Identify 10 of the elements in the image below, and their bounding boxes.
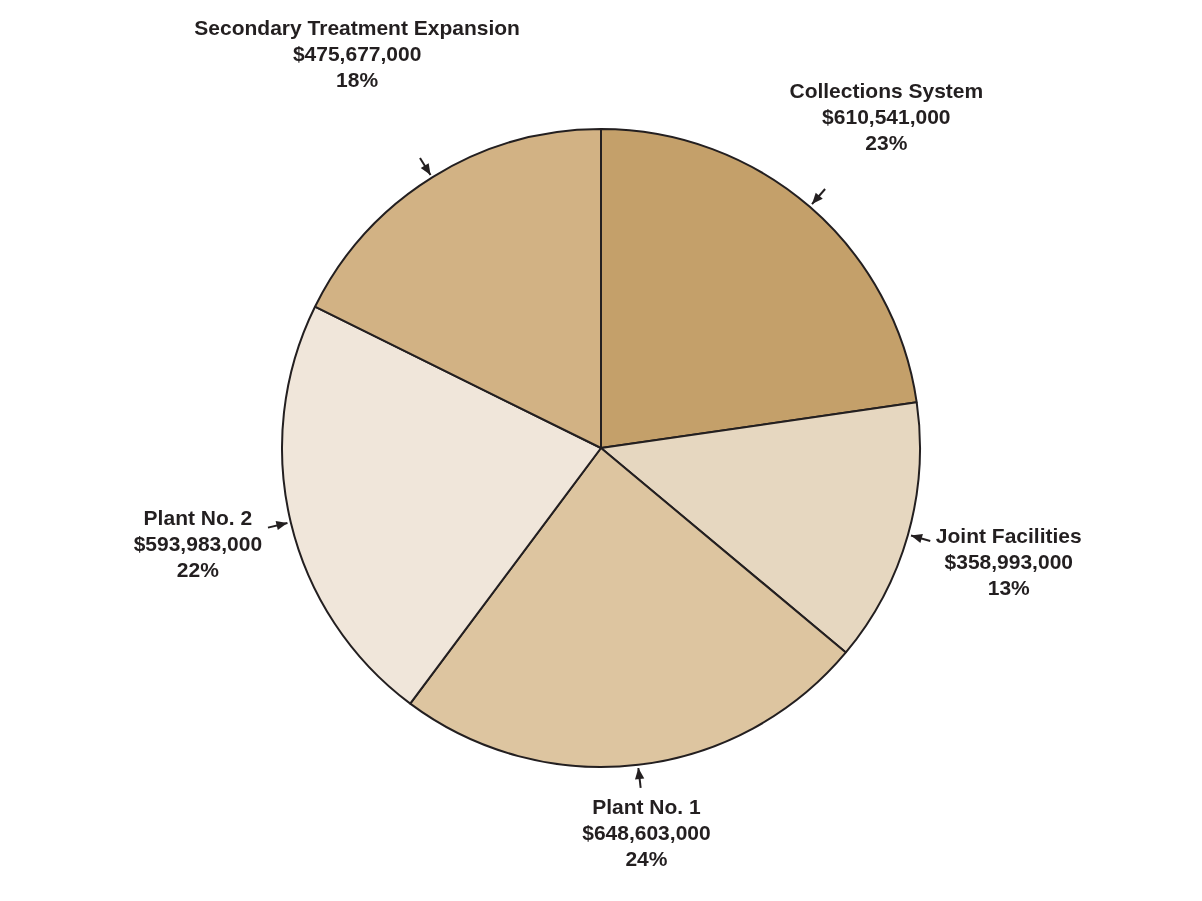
data-label: $593,983,000 22% <box>133 531 263 581</box>
data-label: $358,993,000 13% <box>944 550 1073 600</box>
slice-label: Collections System <box>789 79 984 103</box>
data-label: $648,603,000 24% <box>582 821 711 871</box>
data-label: $610,541,000 23% <box>822 105 951 155</box>
data-label: $475,677,000 18% <box>292 42 422 92</box>
slice-label: Plant No. 1 <box>592 795 702 819</box>
slice-label: Joint Facilities <box>935 524 1082 548</box>
slice-label: Secondary Treatment Expansion <box>194 16 520 40</box>
slice-label: Plant No. 2 <box>143 505 253 529</box>
